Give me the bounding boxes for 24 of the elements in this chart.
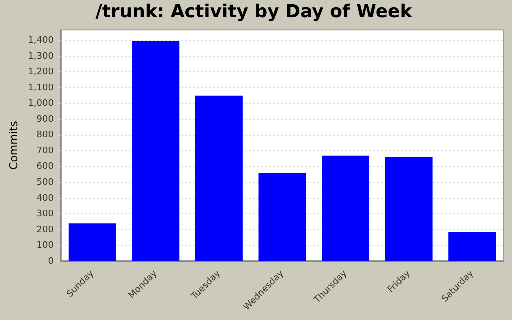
y-tick-label: 400 [36, 194, 54, 204]
y-tick-label: 200 [36, 225, 54, 236]
bar [448, 232, 496, 262]
y-axis-title: Commits [7, 120, 20, 170]
bar [132, 41, 180, 262]
y-tick-label: 1,100 [28, 83, 54, 94]
y-tick-label: 500 [36, 178, 54, 188]
y-tick-label: 1,000 [28, 99, 54, 110]
bar [385, 157, 433, 262]
y-tick-label: 800 [36, 130, 54, 141]
bar [258, 173, 306, 262]
y-tick-label: 700 [36, 146, 54, 156]
y-tick-label: 100 [36, 241, 54, 252]
y-tick-label: 1,200 [28, 68, 54, 78]
y-tick-label: 300 [36, 210, 54, 220]
bar [68, 224, 116, 262]
y-tick-label: 600 [36, 162, 54, 172]
y-tick-label: 1,300 [28, 52, 54, 62]
y-tick-label: 900 [36, 114, 54, 125]
y-tick-label: 0 [48, 256, 54, 267]
bar [195, 96, 243, 262]
bar [322, 156, 370, 262]
chart-title: /trunk: Activity by Day of Week [96, 1, 414, 22]
y-tick-label: 1,400 [28, 36, 54, 46]
